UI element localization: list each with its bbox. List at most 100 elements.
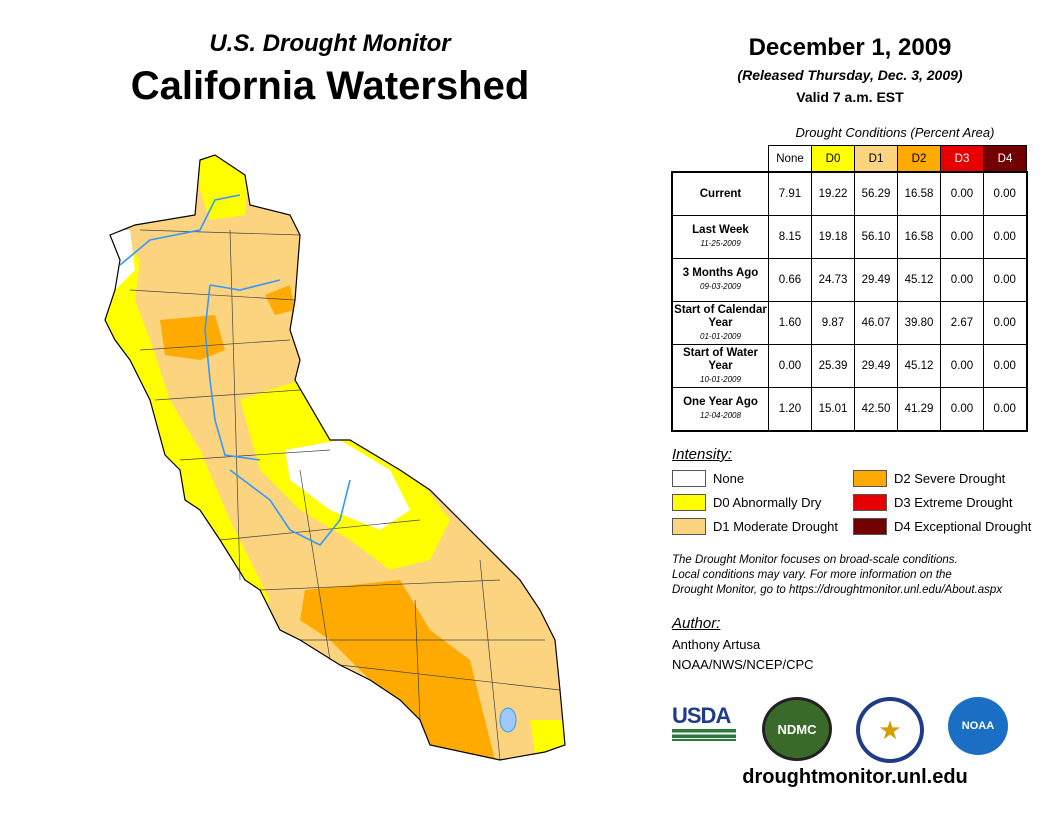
row-label-text: 3 Months Ago bbox=[682, 267, 759, 279]
table-cell: 0.00 bbox=[940, 258, 984, 302]
map-date: December 1, 2009 bbox=[748, 34, 952, 61]
county-boundaries bbox=[129, 229, 561, 761]
table-cell: 0.00 bbox=[983, 387, 1027, 432]
table-cell: 0.00 bbox=[983, 171, 1027, 216]
table-row: Start of Calendar Year 01-01-2009 1.60 9.87… bbox=[671, 301, 1027, 345]
author-org: NOAA/NWS/NCEP/CPC bbox=[672, 657, 814, 672]
note-line: Drought Monitor, go to https://droughtmo… bbox=[672, 584, 1003, 596]
table-cell: 19.18 bbox=[811, 215, 855, 259]
table-cell: 0.00 bbox=[983, 215, 1027, 259]
table-cell: 45.12 bbox=[897, 344, 941, 388]
table-cell: 29.49 bbox=[854, 344, 898, 388]
col-d0: D0 bbox=[811, 145, 855, 173]
table-cell: 56.29 bbox=[854, 171, 898, 216]
row-label: Current bbox=[671, 171, 769, 216]
legend-title: Intensity: bbox=[672, 446, 733, 463]
legend-label: None bbox=[713, 471, 745, 486]
website-url[interactable]: droughtmonitor.unl.edu bbox=[742, 766, 968, 788]
subtitle: U.S. Drought Monitor bbox=[209, 30, 451, 57]
d2-south-region bbox=[300, 580, 495, 760]
table-row: Current 7.91 19.22 56.29 16.58 0.00 0.00 bbox=[671, 171, 1027, 216]
row-label: Start of Water Year 10-01-2009 bbox=[671, 344, 769, 388]
table-cell: 0.00 bbox=[940, 344, 984, 388]
usda-logo: USDA bbox=[672, 703, 736, 741]
legend-label: D1 Moderate Drought bbox=[713, 519, 839, 534]
table-cell: 0.00 bbox=[940, 215, 984, 259]
noaa-logo: NOAA bbox=[948, 697, 1008, 755]
table-row: 3 Months Ago 09-03-2009 0.66 24.73 29.49 45.1… bbox=[671, 258, 1027, 302]
author-name: Anthony Artusa bbox=[672, 637, 761, 652]
legend-label: D0 Abnormally Dry bbox=[713, 495, 822, 510]
note-line: The Drought Monitor focuses on broad-sca… bbox=[672, 554, 958, 566]
legend-item: None bbox=[672, 470, 744, 487]
table-row: Start of Water Year 10-01-2009 0.00 25.39 29… bbox=[671, 344, 1027, 388]
legend-swatch bbox=[853, 470, 887, 487]
row-date: 10-01-2009 bbox=[700, 374, 741, 384]
legend-swatch bbox=[672, 494, 706, 511]
col-d4: D4 bbox=[983, 145, 1027, 173]
d0-coastal-region bbox=[105, 200, 270, 620]
rivers bbox=[119, 194, 351, 547]
drought-conditions-table: None D0 D1 D2 D3 D4 Current 7.91 19.22 56.2… bbox=[671, 145, 1028, 432]
table-cell: 9.87 bbox=[811, 301, 855, 345]
legend-item: D4 Exceptional Drought bbox=[853, 518, 1031, 535]
author-label: Author: bbox=[672, 615, 721, 632]
table-cell: 46.07 bbox=[854, 301, 898, 345]
table-cell: 0.00 bbox=[940, 387, 984, 432]
table-row: One Year Ago 12-04-2008 1.20 15.01 42.50 41.2… bbox=[671, 387, 1027, 432]
row-label: Last Week 11-25-2009 bbox=[671, 215, 769, 259]
table-cell: 16.58 bbox=[897, 171, 941, 216]
legend-swatch bbox=[672, 518, 706, 535]
table-cell: 0.00 bbox=[768, 344, 812, 388]
legend-item: D2 Severe Drought bbox=[853, 470, 1005, 487]
row-label-text: Current bbox=[699, 187, 742, 200]
legend-label: D4 Exceptional Drought bbox=[894, 519, 1032, 534]
row-date: 09-03-2009 bbox=[700, 282, 741, 291]
legend-label: D2 Severe Drought bbox=[894, 471, 1006, 486]
legend-label: D3 Extreme Drought bbox=[894, 495, 1013, 510]
row-label-text: Start of Water Year bbox=[683, 346, 758, 372]
col-d2: D2 bbox=[897, 145, 941, 173]
col-d1: D1 bbox=[854, 145, 898, 173]
table-cell: 39.80 bbox=[897, 301, 941, 345]
salton-sea bbox=[499, 707, 517, 733]
legend-item: D3 Extreme Drought bbox=[853, 494, 1013, 511]
table-cell: 0.00 bbox=[940, 171, 984, 216]
legend-swatch bbox=[672, 470, 706, 487]
table-cell: 42.50 bbox=[854, 387, 898, 432]
release-date: (Released Thursday, Dec. 3, 2009) bbox=[737, 67, 963, 83]
table-cell: 0.00 bbox=[983, 301, 1027, 345]
table-cell: 0.00 bbox=[983, 258, 1027, 302]
table-cell: 41.29 bbox=[897, 387, 941, 432]
commerce-seal-icon: ★ bbox=[856, 697, 924, 763]
row-date: 01-01-2009 bbox=[700, 331, 741, 341]
row-label: One Year Ago 12-04-2008 bbox=[671, 387, 769, 432]
table-cell: 16.58 bbox=[897, 215, 941, 259]
table-cell: 29.49 bbox=[854, 258, 898, 302]
col-none: None bbox=[768, 145, 812, 173]
table-cell: 24.73 bbox=[811, 258, 855, 302]
table-cell: 25.39 bbox=[811, 344, 855, 388]
row-label-text: One Year Ago bbox=[683, 396, 758, 408]
legend-swatch bbox=[853, 494, 887, 511]
table-caption: Drought Conditions (Percent Area) bbox=[795, 125, 995, 140]
row-label-text: Start of Calendar Year bbox=[674, 303, 767, 329]
table-cell: 0.00 bbox=[983, 344, 1027, 388]
page-title: California Watershed bbox=[130, 64, 530, 108]
table-cell: 15.01 bbox=[811, 387, 855, 432]
table-cell: 1.20 bbox=[768, 387, 812, 432]
ndmc-logo: NDMC bbox=[762, 697, 832, 761]
table-cell: 56.10 bbox=[854, 215, 898, 259]
note-line: Local conditions may vary. For more info… bbox=[672, 569, 952, 581]
col-d3: D3 bbox=[940, 145, 984, 173]
disclaimer-note: The Drought Monitor focuses on broad-sca… bbox=[672, 553, 1052, 598]
row-label: 3 Months Ago 09-03-2009 bbox=[671, 258, 769, 302]
row-date: 11-25-2009 bbox=[700, 239, 741, 248]
none-region bbox=[285, 440, 410, 530]
watershed-map bbox=[104, 154, 566, 761]
table-cell: 1.60 bbox=[768, 301, 812, 345]
row-label-text: Last Week bbox=[692, 224, 749, 236]
table-cell: 19.22 bbox=[811, 171, 855, 216]
table-header-row: None D0 D1 D2 D3 D4 bbox=[672, 145, 1027, 173]
d1-region bbox=[105, 155, 565, 760]
